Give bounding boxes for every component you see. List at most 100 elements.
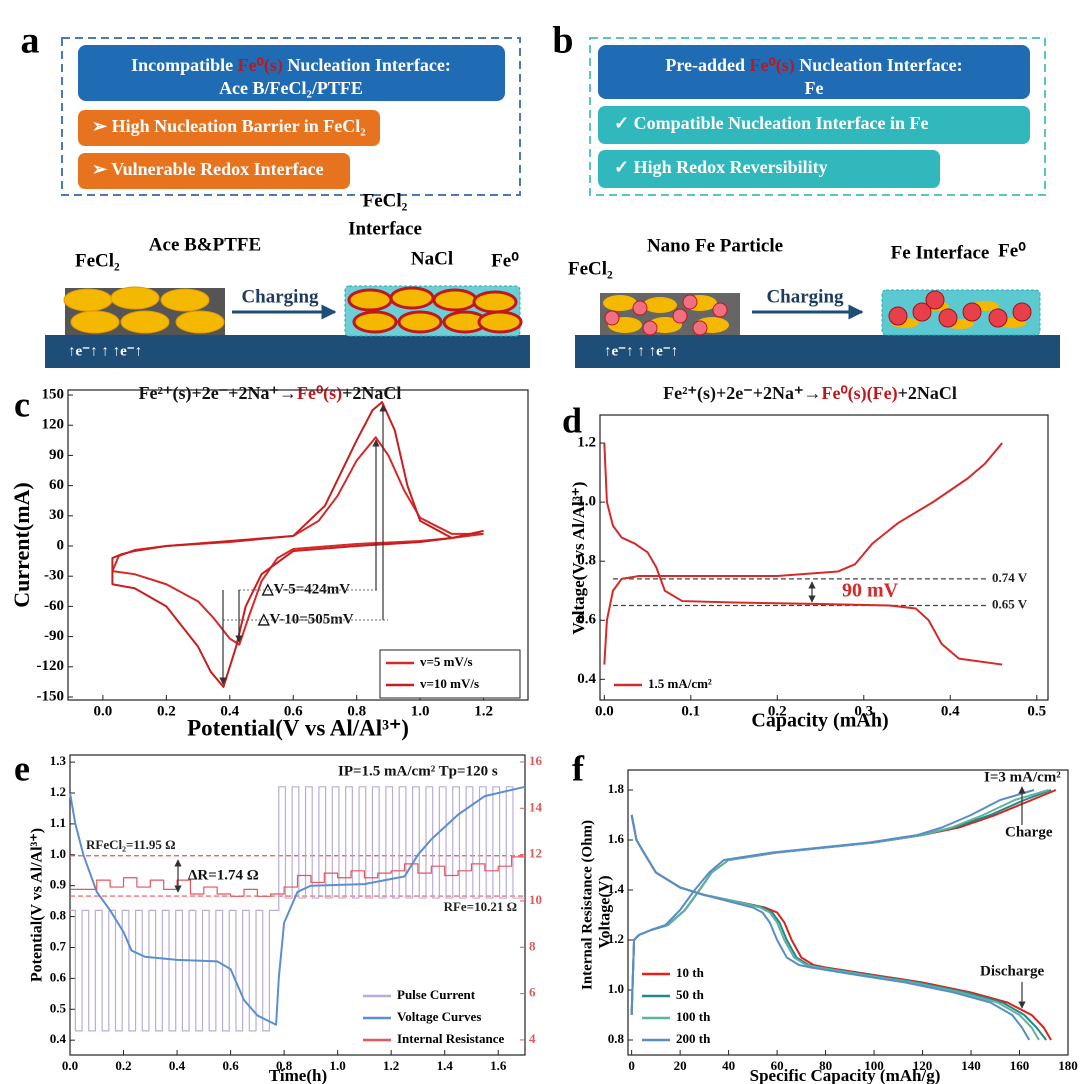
legend-label: 50 th <box>676 987 705 1002</box>
legend-label: 200 th <box>676 1031 711 1046</box>
series-line <box>70 786 525 1032</box>
fe-particle <box>682 294 698 310</box>
fe-particle <box>692 320 708 336</box>
x-tick-label: 0.3 <box>854 703 873 719</box>
y-tick-label: 120 <box>42 417 65 433</box>
x-tick-label: 60 <box>771 1058 784 1073</box>
text-part: Incompatible <box>131 55 238 75</box>
reference-label: 0.74 V <box>992 570 1028 585</box>
box-title: Incompatible Fe⁰(s) Nucleation Interface… <box>131 55 451 76</box>
box-title: Fe <box>805 78 824 98</box>
legend-label: Pulse Current <box>397 987 476 1002</box>
y2-axis-title: Internal Resistance (Ohm) <box>579 820 595 990</box>
panel-letter: d <box>562 400 582 440</box>
diagram-label: Fe Interface <box>891 242 990 263</box>
series-line <box>603 442 1003 666</box>
electron-label: ↑e⁻↑ ↑ ↑e⁻↑ <box>604 343 678 359</box>
x-tick-label: 0.2 <box>157 703 176 719</box>
y-tick-label: 1.2 <box>50 784 66 799</box>
x-tick-label: 140 <box>961 1058 981 1073</box>
y-tick-label: -150 <box>37 688 65 704</box>
x-tick-label: 0.2 <box>115 1058 131 1073</box>
y-tick-label: 1.0 <box>608 981 624 996</box>
item-box <box>598 150 940 188</box>
fe-particle <box>604 310 620 326</box>
series-line <box>70 856 525 897</box>
fecl2-grain <box>432 288 478 312</box>
x-tick-label: 1.0 <box>411 703 430 719</box>
y-axis-title: Voltage(V) <box>597 875 614 948</box>
fe-particle <box>912 302 932 322</box>
y2-tick-label: 10 <box>529 892 542 907</box>
process-label: Charging <box>766 286 844 307</box>
y-tick-label: 30 <box>49 507 64 523</box>
x-tick-label: 40 <box>722 1058 735 1073</box>
y-axis-title: Potential(V vs Al/Al³⁺) <box>29 828 46 982</box>
x-tick-label: 20 <box>674 1058 687 1073</box>
y2-tick-label: 16 <box>529 753 543 768</box>
diagram-label: NaCl <box>411 248 453 269</box>
x-tick-label: 1.2 <box>383 1058 399 1073</box>
y-tick-label: 0.7 <box>50 938 67 953</box>
y-tick-label: 150 <box>42 386 65 402</box>
y-tick-label: 0.8 <box>577 553 596 569</box>
y-tick-label: -30 <box>44 568 64 584</box>
x-tick-label: 0.1 <box>681 703 700 719</box>
y-tick-label: 0.6 <box>50 969 67 984</box>
annotation: I=3 mA/cm² <box>984 769 1061 785</box>
y-axis-title: Current(mA) <box>9 482 34 607</box>
panel-a-frame <box>61 37 521 196</box>
y-tick-label: 0.4 <box>50 1031 67 1046</box>
x-tick-label: 0.4 <box>169 1058 186 1073</box>
y2-tick-label: 14 <box>529 799 543 814</box>
fe-particle <box>1012 302 1032 322</box>
y-tick-label: 1.8 <box>608 781 625 796</box>
legend-frame <box>379 649 521 699</box>
text-part: Pre-added <box>665 55 749 75</box>
x-tick-label: 0.2 <box>768 703 787 719</box>
fe-particle <box>632 300 648 316</box>
item-box <box>78 153 350 189</box>
y-tick-label: -90 <box>44 628 64 644</box>
y-tick-label: 0.8 <box>50 908 67 923</box>
fe-particle <box>642 320 658 336</box>
y-tick-label: 0 <box>57 537 65 553</box>
equation: Fe²⁺(s)+2e⁻+2Na⁺→Fe⁰(s)+2NaCl <box>139 383 402 404</box>
fecl2-grain <box>352 310 398 334</box>
text-part: +2NaCl <box>898 383 957 403</box>
item-box <box>78 110 380 146</box>
x-tick-label: 1.6 <box>490 1058 507 1073</box>
panel-letter: a <box>21 20 40 62</box>
y-tick-label: 0.5 <box>50 1000 67 1015</box>
annotation: 90 mV <box>842 580 899 602</box>
x-tick-label: 0.6 <box>284 703 303 719</box>
series-line <box>630 789 1049 1041</box>
x-tick-label: 0.5 <box>1027 703 1046 719</box>
text-part: Ace B/FeCl₂/PTFE <box>219 78 363 98</box>
legend-label: 10 th <box>676 965 705 980</box>
fe-particle <box>672 308 688 324</box>
fecl2-grain <box>175 310 225 334</box>
x-tick-label: 1.2 <box>474 703 493 719</box>
annotation: Discharge <box>980 963 1044 979</box>
series-line <box>111 401 484 688</box>
fe-particle <box>712 302 728 318</box>
reference-label: 0.65 V <box>992 596 1028 611</box>
y-tick-label: 1.2 <box>608 931 624 946</box>
text-part: Fe⁰(s) <box>297 383 342 404</box>
fecl2-grain <box>643 297 677 313</box>
box-title: Ace B/FeCl₂/PTFE <box>219 78 363 98</box>
diagram-label: Nano Fe Particle <box>647 235 783 256</box>
x-tick-label: 120 <box>913 1058 933 1073</box>
y2-tick-label: 4 <box>529 1031 536 1046</box>
text-part: Fe <box>805 78 824 98</box>
y-tick-label: -120 <box>37 658 65 674</box>
legend-label: Internal Resistance <box>397 1031 504 1046</box>
fecl2-grain <box>477 310 523 334</box>
fecl2-grain <box>603 295 637 311</box>
legend-label: v=5 mV/s <box>420 654 473 669</box>
x-tick-label: 0.0 <box>62 1058 78 1073</box>
plot-frame <box>69 754 526 1056</box>
y-tick-label: 0.8 <box>608 1031 625 1046</box>
panel-letter: f <box>572 748 585 788</box>
